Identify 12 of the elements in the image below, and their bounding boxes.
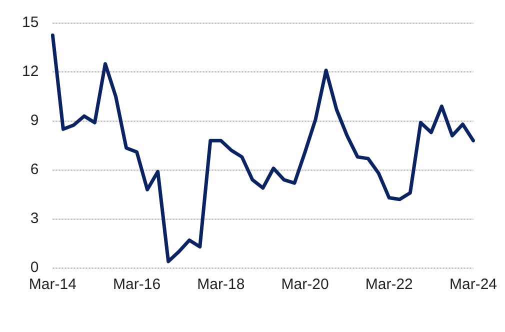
y-tick-label: 0 [30, 259, 39, 276]
x-tick-label: Mar-16 [113, 276, 161, 294]
x-tick-label: Mar-22 [365, 276, 413, 294]
y-tick-label: 6 [30, 161, 39, 178]
x-tick-label: Mar-24 [449, 276, 497, 294]
y-tick-label: 9 [30, 112, 39, 130]
x-tick-label: Mar-18 [197, 276, 245, 294]
x-tick-label: Mar-20 [281, 276, 329, 294]
y-tick-label: 12 [22, 63, 39, 80]
x-tick-label: Mar-14 [28, 276, 76, 294]
y-tick-label: 3 [30, 210, 39, 228]
y-tick-label: 15 [22, 14, 39, 32]
